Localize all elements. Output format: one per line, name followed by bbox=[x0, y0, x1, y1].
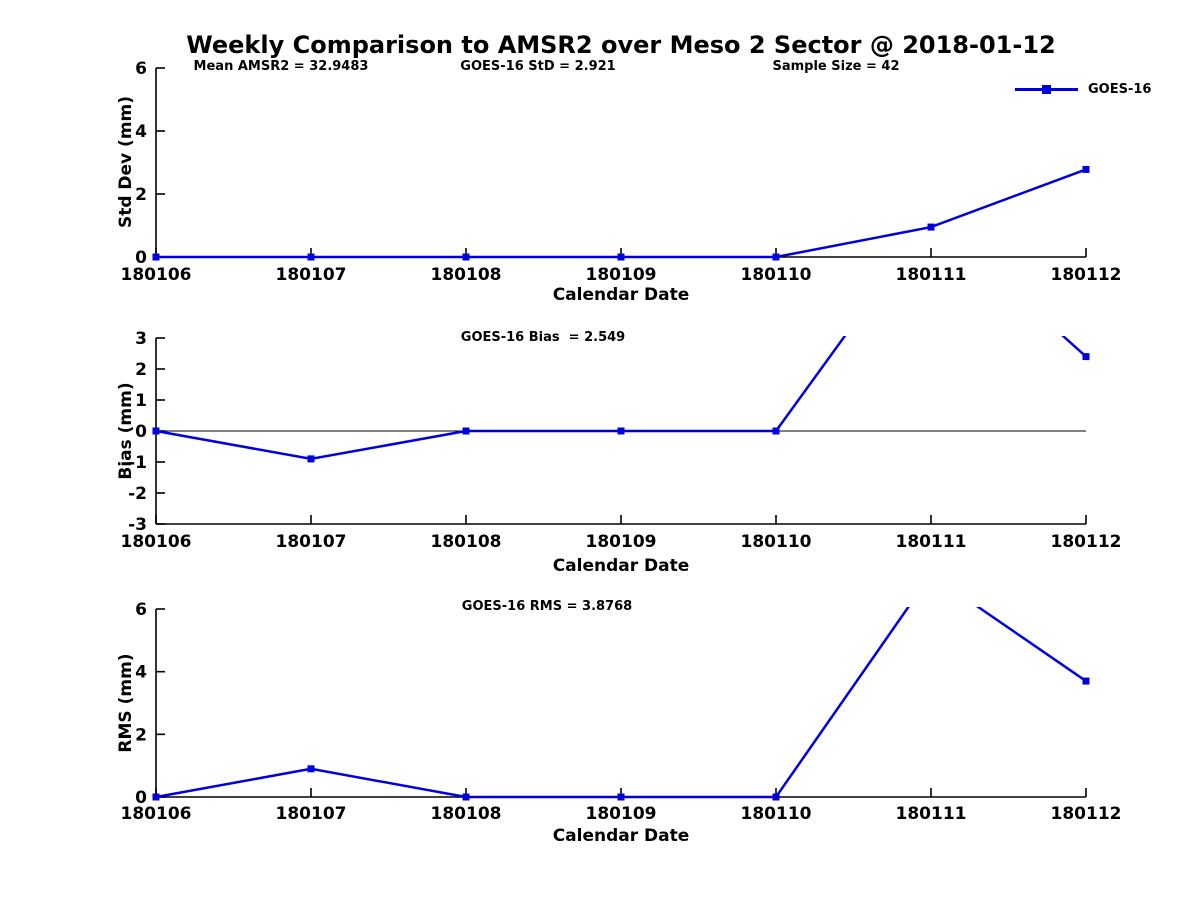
x-tick-label: 180111 bbox=[896, 532, 967, 552]
y-tick-label: 6 bbox=[135, 59, 147, 79]
y-tick-label: 6 bbox=[135, 600, 147, 620]
y-tick-label: 3 bbox=[135, 329, 147, 349]
y-tick-label: 2 bbox=[135, 725, 147, 745]
x-tick-label: 180110 bbox=[741, 804, 812, 824]
annotation-goes16-rms: GOES-16 RMS = 3.8768 bbox=[461, 599, 633, 614]
subplot-std-dev: 0 2 4 6 180106 180107 180108 180109 180110 180111… bbox=[121, 59, 1122, 285]
y-tick-label: -2 bbox=[128, 484, 147, 504]
data-point-marker bbox=[772, 793, 780, 801]
legend-marker-icon bbox=[1042, 85, 1051, 94]
data-point-marker bbox=[1082, 677, 1090, 685]
page-title: Weekly Comparison to AMSR2 over Meso 2 S… bbox=[186, 31, 1056, 59]
annotation-goes16-bias: GOES-16 Bias = 2.549 bbox=[460, 330, 626, 345]
x-tick-label: 180106 bbox=[121, 265, 192, 285]
y-tick-label: 4 bbox=[135, 663, 147, 683]
data-point-marker bbox=[152, 253, 160, 261]
legend: GOES-16 bbox=[1015, 82, 1151, 97]
data-point-marker bbox=[1082, 353, 1090, 361]
series-goes-16 bbox=[152, 165, 1090, 261]
y-tick-label: 4 bbox=[135, 122, 147, 142]
x-tick-label: 180108 bbox=[431, 265, 502, 285]
data-point-marker bbox=[617, 253, 625, 261]
data-line bbox=[156, 168, 1087, 259]
y-tick-label: 2 bbox=[135, 360, 147, 380]
legend-line-sample bbox=[1015, 85, 1078, 94]
xlabel-calendar-date-2: Calendar Date bbox=[552, 556, 690, 576]
x-tick-label: 180107 bbox=[276, 804, 347, 824]
data-line bbox=[155, 607, 1087, 799]
legend-label: GOES-16 bbox=[1088, 82, 1152, 97]
y-tick-label: 0 bbox=[135, 248, 147, 268]
y-tick-label: -1 bbox=[128, 453, 147, 473]
x-tick-label: 180109 bbox=[586, 804, 657, 824]
x-tick-label: 180111 bbox=[896, 265, 967, 285]
annotation-sample-size: Sample Size = 42 bbox=[772, 59, 900, 74]
series-goes-16 bbox=[152, 214, 1090, 463]
x-tick-label: 180108 bbox=[431, 804, 502, 824]
x-tick-label: 180107 bbox=[276, 265, 347, 285]
annotation-mean-amsr2: Mean AMSR2 = 32.9483 bbox=[193, 59, 369, 74]
data-point-marker bbox=[152, 427, 160, 435]
data-point-marker bbox=[928, 571, 935, 578]
x-tick-label: 180109 bbox=[586, 532, 657, 552]
x-tick-label: 180108 bbox=[431, 532, 502, 552]
data-point-marker bbox=[462, 253, 470, 261]
data-point-marker bbox=[307, 253, 315, 261]
data-point-marker bbox=[307, 455, 315, 463]
y-tick-label: 0 bbox=[135, 422, 147, 442]
y-tick-label: 1 bbox=[135, 391, 147, 411]
data-point-marker bbox=[1082, 165, 1090, 173]
x-tick-label: 180106 bbox=[121, 804, 192, 824]
y-tick-label: 2 bbox=[135, 185, 147, 205]
data-point-marker bbox=[307, 765, 315, 773]
x-tick-label: 180107 bbox=[276, 532, 347, 552]
data-point-marker bbox=[617, 793, 625, 801]
x-tick-label: 180109 bbox=[586, 265, 657, 285]
x-tick-label: 180106 bbox=[121, 532, 192, 552]
series-goes-16 bbox=[152, 571, 1090, 801]
data-point-marker bbox=[152, 793, 160, 801]
data-point-marker bbox=[928, 214, 935, 221]
data-point-marker bbox=[462, 793, 470, 801]
x-tick-label: 180110 bbox=[741, 265, 812, 285]
data-point-marker bbox=[462, 427, 470, 435]
data-point-marker bbox=[617, 427, 625, 435]
x-tick-label: 180112 bbox=[1051, 265, 1122, 285]
x-tick-label: 180112 bbox=[1051, 804, 1122, 824]
data-point-marker bbox=[772, 253, 780, 261]
data-point-marker bbox=[772, 427, 780, 435]
data-point-marker bbox=[927, 223, 935, 231]
annotation-goes16-std: GOES-16 StD = 2.921 bbox=[460, 59, 616, 74]
xlabel-calendar-date-3: Calendar Date bbox=[552, 826, 690, 846]
y-tick-label: 0 bbox=[135, 788, 147, 808]
y-tick-label: -3 bbox=[128, 515, 147, 535]
x-tick-label: 180110 bbox=[741, 532, 812, 552]
xlabel-calendar-date-1: Calendar Date bbox=[552, 285, 690, 305]
x-tick-label: 180111 bbox=[896, 804, 967, 824]
subplot-rms: 0 2 4 6 180106 180107 180108 180109 180110 180111… bbox=[121, 571, 1122, 824]
x-tick-label: 180112 bbox=[1051, 532, 1122, 552]
